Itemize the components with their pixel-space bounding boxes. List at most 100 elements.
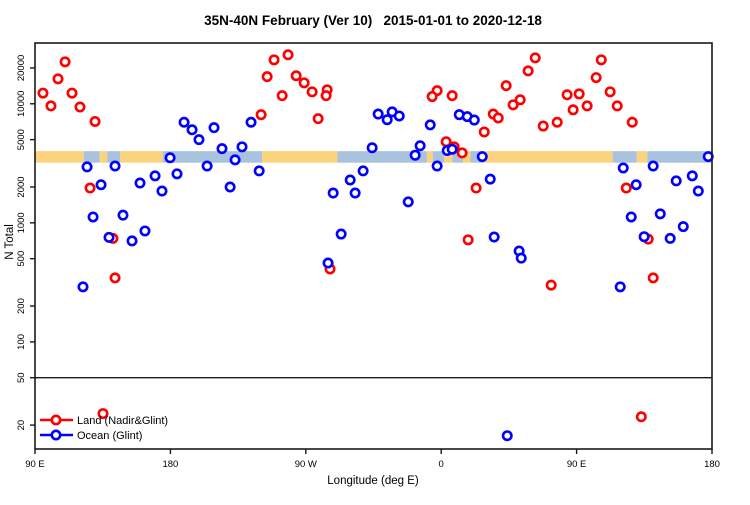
data-point — [149, 170, 161, 182]
data-point — [478, 126, 490, 138]
y-tick-label: 1000 — [16, 212, 27, 233]
data-point — [670, 175, 682, 187]
data-point — [312, 113, 324, 125]
data-point — [402, 196, 414, 208]
x-tick-label: 90 E — [25, 459, 45, 470]
data-point — [357, 165, 369, 177]
data-point — [134, 177, 146, 189]
data-point — [89, 115, 101, 127]
data-point — [522, 65, 534, 77]
surface-band-land-segment — [426, 151, 433, 163]
data-point — [468, 114, 480, 126]
data-point — [103, 231, 115, 243]
x-tick-label: 180 — [704, 459, 720, 470]
data-point — [255, 109, 267, 121]
data-point — [500, 80, 512, 92]
data-point — [507, 99, 519, 111]
data-point — [216, 143, 228, 155]
data-point — [393, 110, 405, 122]
data-point — [561, 89, 573, 101]
legend-entry-land: Land (Nadir&Glint) — [40, 414, 168, 427]
data-point — [590, 72, 602, 84]
surface-band-ocean-segment — [83, 151, 100, 163]
data-point — [224, 181, 236, 193]
surface-band-ocean-segment — [162, 151, 263, 163]
data-point — [109, 160, 121, 172]
legend-ocean-marker-icon — [50, 429, 62, 441]
data-point — [414, 140, 426, 152]
data-point — [322, 257, 334, 269]
data-point — [551, 116, 563, 128]
data-point — [109, 272, 121, 284]
data-point — [573, 88, 585, 100]
x-tick-label: 90 E — [567, 459, 587, 470]
surface-band-land-segment — [120, 151, 163, 163]
data-point — [424, 119, 436, 131]
data-point — [647, 160, 659, 172]
data-point — [581, 100, 593, 112]
data-point — [514, 94, 526, 106]
data-point — [126, 235, 138, 247]
chart-title: 35N-40N February (Ver 10) 2015-01-01 to … — [204, 13, 542, 28]
data-point — [372, 108, 384, 120]
data-point — [81, 161, 93, 173]
surface-band-land-segment — [444, 151, 453, 163]
data-point — [611, 100, 623, 112]
data-point — [470, 182, 482, 194]
legend-ocean-label: Ocean (Glint) — [77, 430, 142, 442]
legend-entry-ocean: Ocean (Glint) — [40, 429, 142, 442]
data-point — [66, 87, 78, 99]
data-point — [545, 279, 557, 291]
data-point — [77, 281, 89, 293]
data-point — [604, 86, 616, 98]
data-point — [59, 56, 71, 68]
data-point — [431, 160, 443, 172]
data-point — [87, 211, 99, 223]
y-axis-label: N Total — [4, 224, 16, 260]
data-point — [409, 149, 421, 161]
legend-land-marker-icon — [50, 414, 62, 426]
data-point — [664, 232, 676, 244]
data-point — [595, 54, 607, 66]
data-point — [654, 208, 666, 220]
x-tick-label: 0 — [439, 459, 444, 470]
legend-land-label: Land (Nadir&Glint) — [77, 415, 168, 427]
y-tick-label: 200 — [16, 298, 27, 314]
data-point — [614, 281, 626, 293]
surface-band-land-segment — [636, 151, 648, 163]
data-point — [327, 187, 339, 199]
data-point — [446, 90, 458, 102]
data-point — [193, 134, 205, 146]
data-point — [625, 211, 637, 223]
data-point — [366, 142, 378, 154]
data-points-layer — [37, 49, 714, 442]
data-point — [97, 408, 109, 420]
data-point — [164, 152, 176, 164]
data-point — [208, 122, 220, 134]
surface-band-ocean-segment — [432, 151, 445, 163]
data-point — [261, 71, 273, 83]
data-point — [45, 100, 57, 112]
data-point — [253, 165, 265, 177]
x-tick-label: 90 W — [295, 459, 317, 470]
y-tick-label: 20 — [16, 420, 27, 431]
y-tick-label: 50 — [16, 372, 27, 383]
data-point — [74, 101, 86, 113]
data-point — [630, 179, 642, 191]
data-point — [156, 185, 168, 197]
axes-layer: 90 E 180 90 W 0 90 E 180 20 50 100 200 500 1000 2000… — [16, 55, 720, 470]
plot-border — [34, 42, 713, 450]
data-point — [484, 173, 496, 185]
surface-band-ocean-segment — [452, 151, 464, 163]
data-point — [268, 54, 280, 66]
y-tick-label: 100 — [16, 334, 27, 350]
data-point — [638, 231, 650, 243]
y-tick-label: 10000 — [16, 91, 27, 117]
data-point — [677, 221, 689, 233]
data-point — [492, 112, 504, 124]
data-point — [635, 411, 647, 423]
data-point — [245, 116, 257, 128]
data-point — [462, 234, 474, 246]
data-point — [515, 252, 527, 264]
